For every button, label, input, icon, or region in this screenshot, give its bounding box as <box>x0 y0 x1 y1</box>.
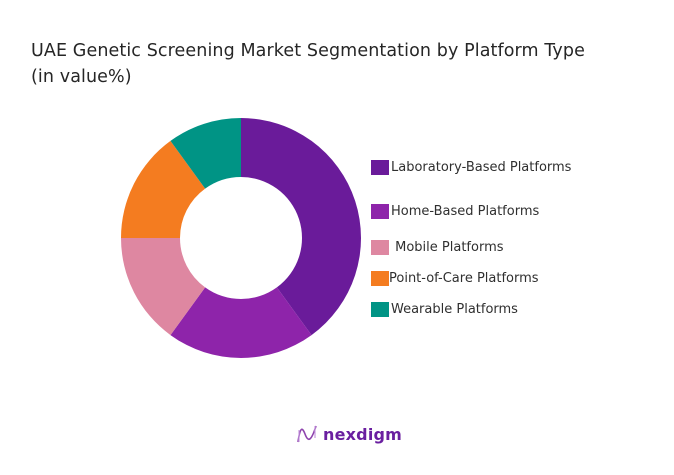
legend-label: Wearable Platforms <box>391 302 518 317</box>
chart-title-line2: (in value%) <box>31 67 132 87</box>
legend-item-point-of-care: Point-of-Care Platforms <box>371 271 539 286</box>
legend-swatch <box>371 204 389 219</box>
legend-label: Point-of-Care Platforms <box>389 271 539 286</box>
donut-slice-wearable-platforms <box>170 118 241 189</box>
legend-item-mobile: Mobile Platforms <box>371 240 504 255</box>
brand-logo: nexdigm <box>296 424 402 444</box>
donut-slice-point-of-care-platforms <box>121 140 206 238</box>
donut-slice-laboratory-based-platforms <box>241 118 361 336</box>
brand-name: nexdigm <box>323 424 403 444</box>
donut-slice-home-based-platforms <box>170 287 312 359</box>
legend-swatch <box>371 240 389 255</box>
donut-slices <box>121 118 361 359</box>
legend-item-laboratory: Laboratory-Based Platforms <box>371 160 571 175</box>
donut-slice-mobile-platforms <box>121 238 206 336</box>
chart-title: UAE Genetic Screening Market Segmentatio… <box>31 38 585 90</box>
legend-swatch <box>371 302 389 317</box>
nexdigm-wave-icon <box>297 425 317 443</box>
legend-swatch <box>371 271 389 286</box>
legend-label: Mobile Platforms <box>391 240 504 255</box>
chart-title-line1: UAE Genetic Screening Market Segmentatio… <box>31 41 585 61</box>
legend-label: Home-Based Platforms <box>391 204 540 219</box>
legend-label: Laboratory-Based Platforms <box>391 160 572 175</box>
legend-swatch <box>371 160 389 175</box>
legend-item-home: Home-Based Platforms <box>371 204 539 219</box>
legend-item-wearable: Wearable Platforms <box>371 302 518 317</box>
